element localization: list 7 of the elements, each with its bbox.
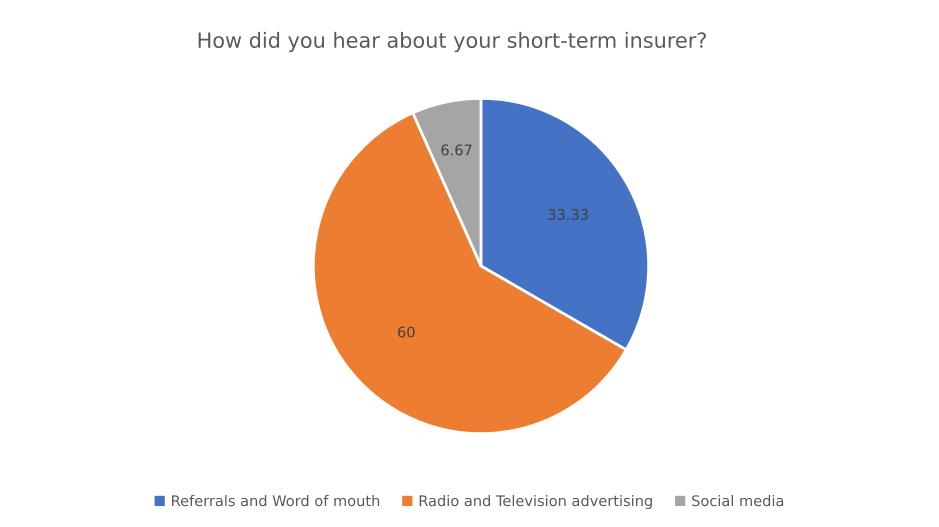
legend-label: Social media bbox=[692, 494, 784, 506]
data-label: 6.67 bbox=[441, 144, 472, 156]
data-label: 33.33 bbox=[548, 208, 588, 220]
legend-label: Radio and Television advertising bbox=[420, 494, 652, 510]
chart-title: How did you hear about your short-term insurer? bbox=[198, 32, 706, 52]
data-label: 60 bbox=[398, 326, 415, 338]
legend-label: Referrals and Word of mouth bbox=[172, 494, 380, 506]
